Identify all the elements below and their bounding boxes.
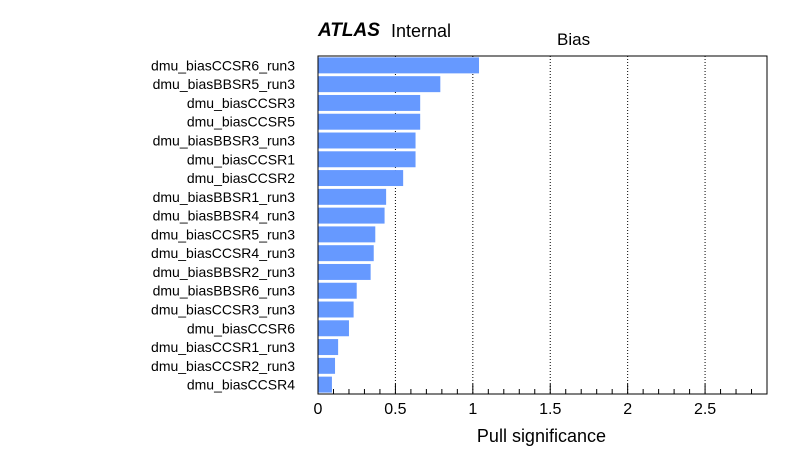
- y-tick-label: dmu_biasCCSR4_run3: [151, 245, 295, 261]
- bar: [318, 226, 376, 243]
- bar: [318, 57, 480, 74]
- x-tick-label: 1.5: [539, 401, 561, 418]
- y-tick-label: dmu_biasBBSR3_run3: [153, 133, 296, 149]
- bar: [318, 320, 349, 337]
- x-tick-label: 1: [468, 401, 477, 418]
- bar: [318, 301, 354, 318]
- y-tick-label: dmu_biasCCSR3: [187, 95, 295, 111]
- y-tick-label: dmu_biasCCSR1: [187, 151, 295, 167]
- bar: [318, 376, 332, 393]
- y-tick-labels: dmu_biasCCSR6_run3 dmu_biasBBSR5_run3 dmu_…: [151, 57, 295, 392]
- bar: [318, 151, 416, 168]
- internal-label: Internal: [391, 21, 452, 41]
- chart-title: Bias: [557, 30, 591, 49]
- bar: [318, 339, 339, 356]
- y-tick-label: dmu_biasCCSR3_run3: [151, 302, 295, 318]
- bar: [318, 188, 387, 205]
- y-tick-label: dmu_biasBBSR6_run3: [153, 283, 296, 299]
- bar: [318, 76, 441, 93]
- bar: [318, 263, 371, 280]
- x-ticks: [317, 384, 753, 394]
- bars: [318, 57, 480, 393]
- atlas-label: ATLAS: [318, 20, 380, 41]
- bar: [318, 245, 374, 262]
- y-tick-label: dmu_biasCCSR5_run3: [151, 226, 295, 242]
- bar: [318, 170, 404, 187]
- bar: [318, 357, 336, 374]
- x-axis-label: Pull significance: [477, 426, 606, 446]
- y-tick-label: dmu_biasCCSR6: [187, 320, 295, 336]
- grid-lines: [394, 56, 706, 394]
- x-tick-label: 0: [314, 401, 323, 418]
- bar: [318, 132, 416, 149]
- y-tick-label: dmu_biasCCSR1_run3: [151, 339, 295, 355]
- x-tick-label: 2.5: [694, 401, 716, 418]
- bar: [318, 94, 421, 111]
- y-tick-label: dmu_biasBBSR4_run3: [153, 208, 296, 224]
- x-tick-label: 2: [623, 401, 632, 418]
- y-tick-label: dmu_biasBBSR1_run3: [153, 189, 296, 205]
- bar: [318, 113, 421, 130]
- bar: [318, 282, 357, 299]
- x-tick-labels: 0 0.5 1 1.5 2 2.5: [314, 401, 717, 418]
- y-tick-label: dmu_biasCCSR2_run3: [151, 358, 295, 374]
- plot-frame: [317, 55, 768, 395]
- y-tick-label: dmu_biasCCSR6_run3: [151, 57, 295, 73]
- y-tick-label: dmu_biasBBSR5_run3: [153, 76, 296, 92]
- y-tick-label: dmu_biasCCSR5: [187, 114, 295, 130]
- y-tick-label: dmu_biasCCSR4: [187, 377, 295, 393]
- y-tick-label: dmu_biasBBSR2_run3: [153, 264, 296, 280]
- x-tick-label: 0.5: [384, 401, 406, 418]
- y-tick-label: dmu_biasCCSR2: [187, 170, 295, 186]
- bar: [318, 207, 385, 224]
